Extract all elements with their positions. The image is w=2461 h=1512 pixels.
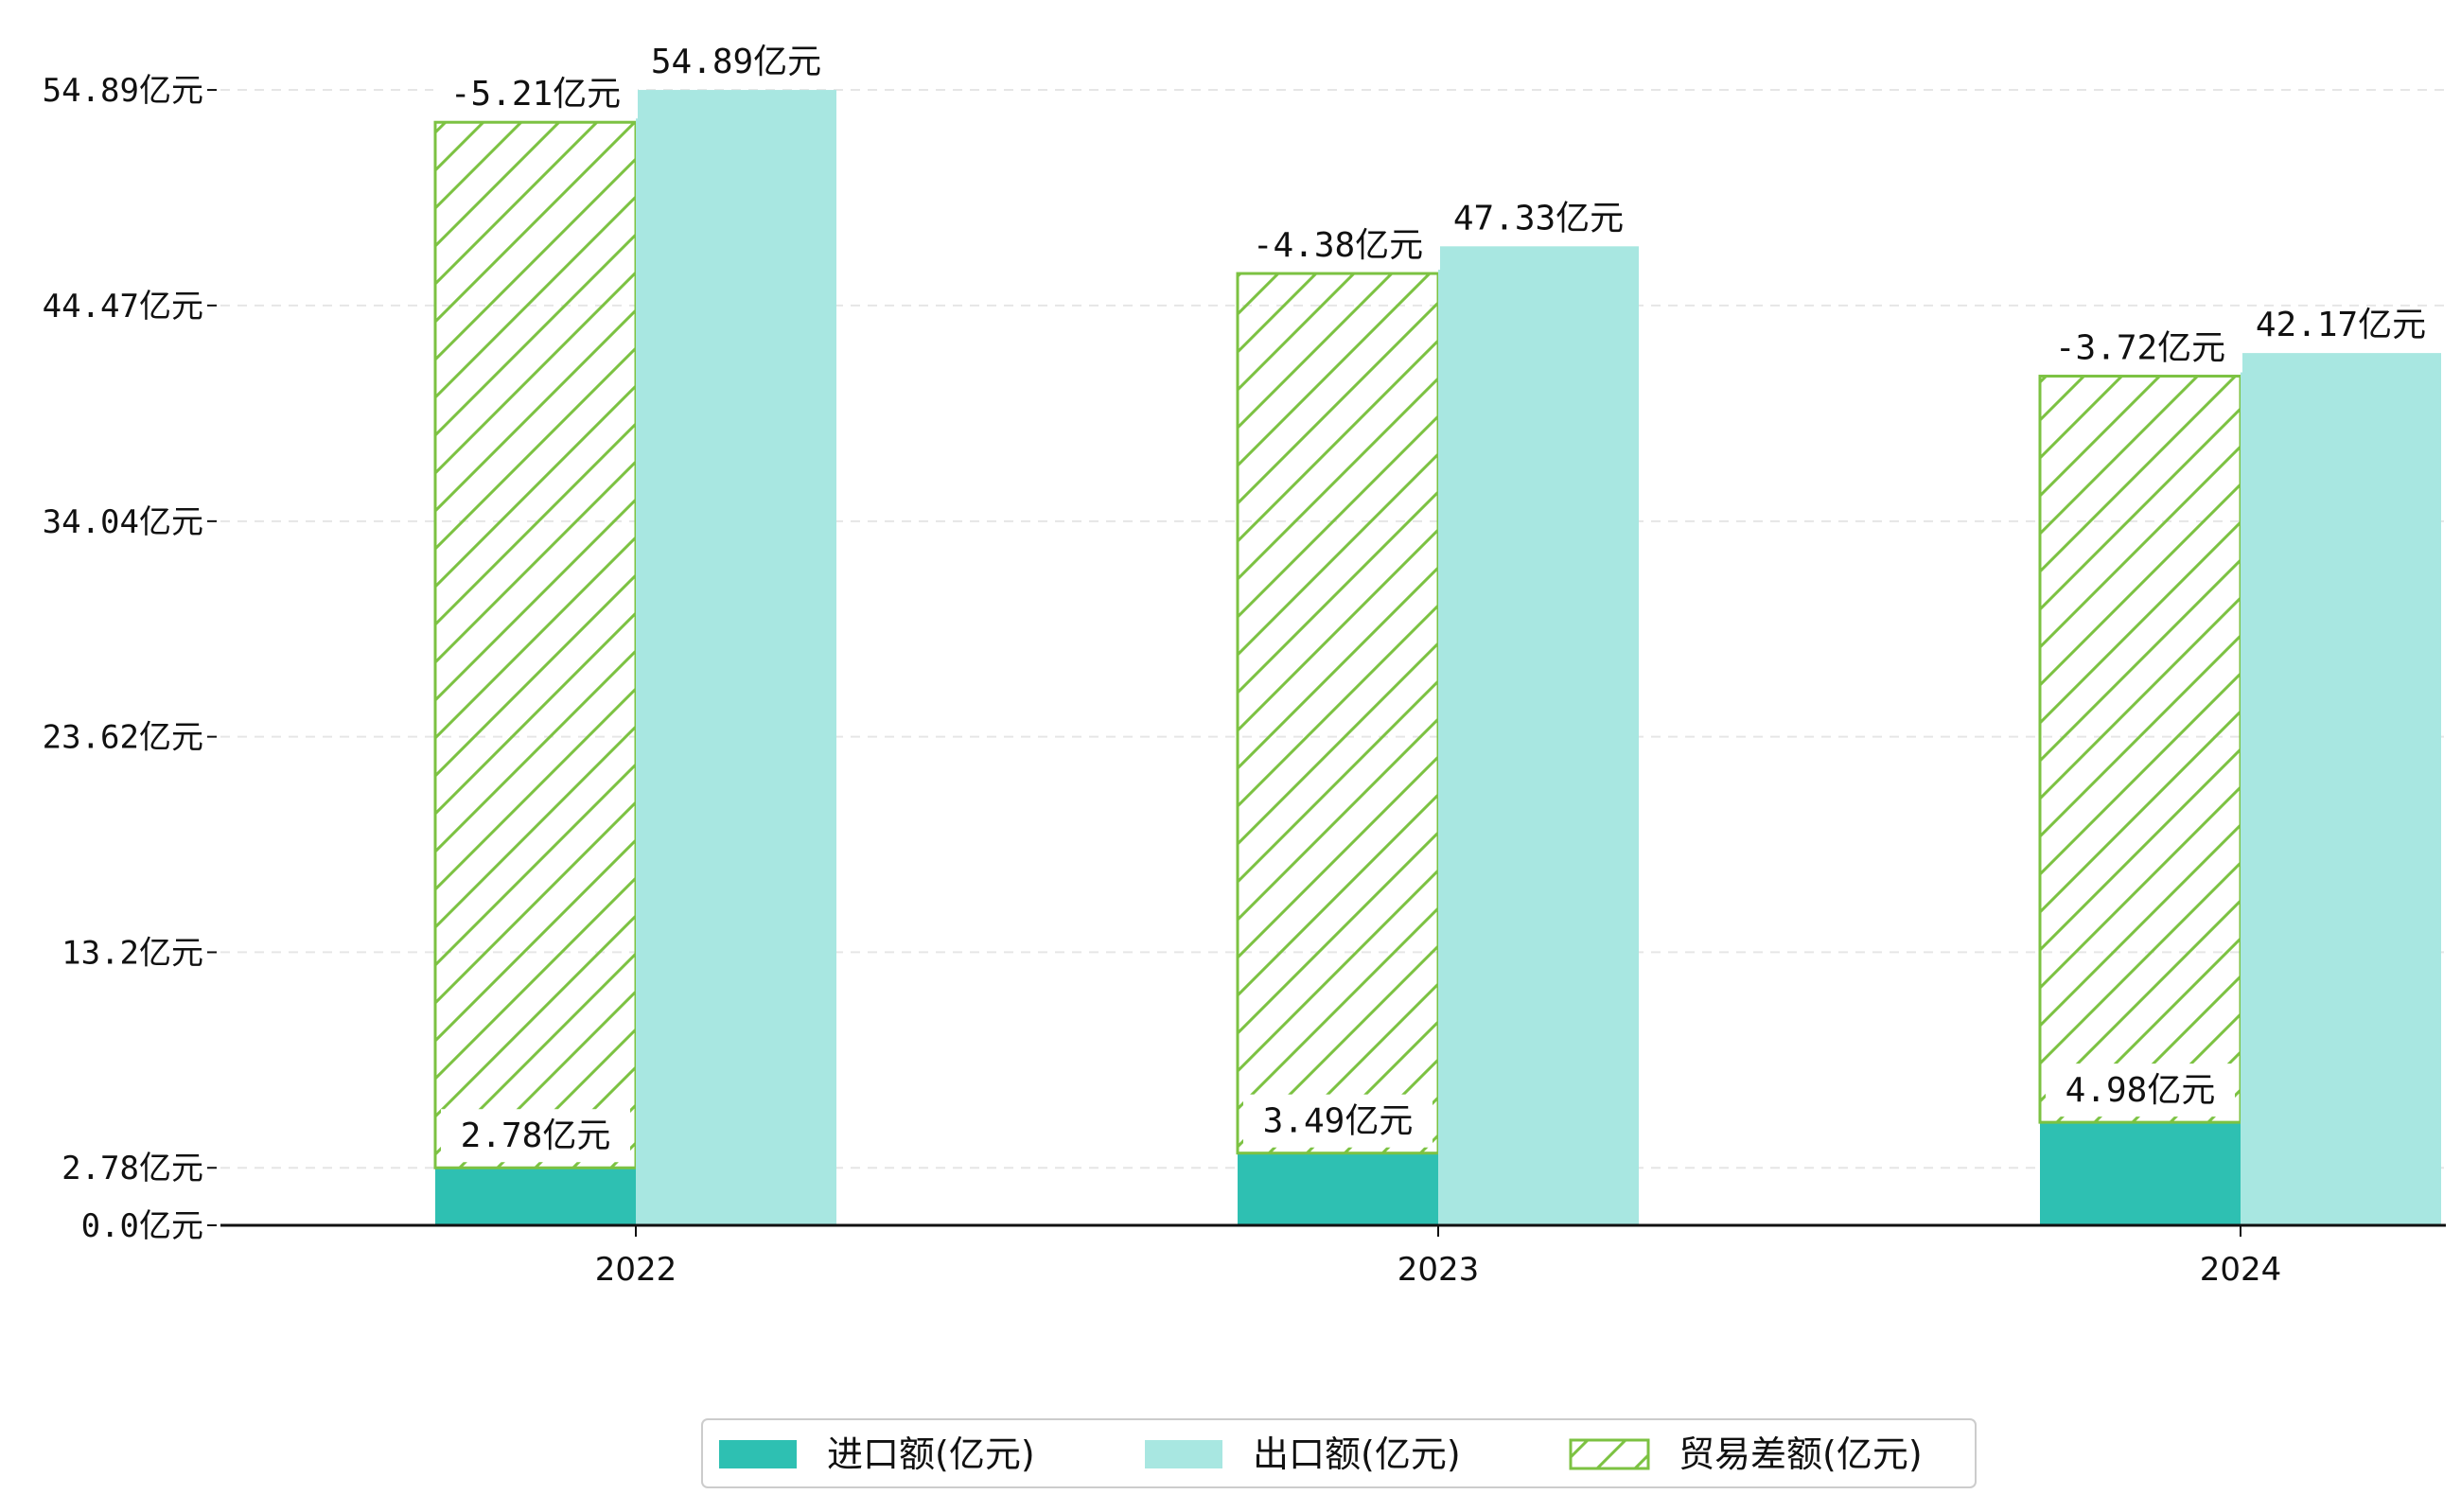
legend-label: 贸易差额(亿元) [1679, 1433, 1923, 1475]
legend: 进口额(亿元) 出口额(亿元) 贸易差额(亿元) [701, 1418, 1977, 1488]
bar-export [2241, 353, 2441, 1225]
data-label-balance: -3.72亿元 [2055, 329, 2225, 368]
legend-swatch [1569, 1438, 1650, 1470]
bar-trade-balance [1236, 272, 1440, 1155]
data-label-export: 54.89亿元 [651, 43, 821, 81]
legend-box [701, 1418, 1977, 1488]
data-label-import: 4.98亿元 [2065, 1071, 2216, 1110]
y-tick-label: 13.2亿元 [62, 934, 203, 972]
legend-swatch [1145, 1440, 1222, 1468]
y-tick-label: 2.78亿元 [62, 1150, 203, 1187]
bar-trade-balance [433, 120, 638, 1169]
bar-import [1238, 1152, 1438, 1225]
bars [433, 90, 2441, 1225]
x-tick-label: 2023 [1397, 1251, 1480, 1289]
label-bg [433, 67, 638, 119]
label-bg [1236, 219, 1440, 271]
data-label-import: 3.49亿元 [1263, 1102, 1414, 1141]
y-tick-label: 54.89亿元 [43, 72, 203, 110]
y-tick-label: 34.04亿元 [43, 503, 203, 541]
legend-label: 进口额(亿元) [827, 1433, 1035, 1475]
label-bg [441, 1109, 630, 1163]
data-labels: 2.78亿元 -5.21亿元 54.89亿元 3.49亿元 -4.38亿元 47.33亿元… [433, 43, 2426, 1163]
bar-export [636, 90, 836, 1225]
y-tick-label: 0.0亿元 [81, 1207, 203, 1245]
bar-export [1438, 246, 1639, 1225]
x-tick-label: 2022 [595, 1251, 677, 1289]
bar-import [2040, 1122, 2241, 1225]
bar-import [435, 1168, 636, 1225]
label-bg [2038, 321, 2242, 373]
y-tick-label: 23.62亿元 [43, 719, 203, 757]
data-label-export: 47.33亿元 [1453, 199, 1624, 237]
label-bg [2046, 1064, 2235, 1117]
data-label-import: 2.78亿元 [461, 1116, 611, 1155]
data-label-export: 42.17亿元 [2256, 306, 2426, 344]
legend-swatch [719, 1440, 797, 1468]
label-bg [1243, 1094, 1433, 1148]
bar-trade-balance [2038, 375, 2242, 1124]
y-tick-label: 44.47亿元 [43, 288, 203, 325]
legend-label: 出口额(亿元) [1253, 1433, 1461, 1475]
x-tick-label: 2024 [2200, 1251, 2282, 1289]
data-label-balance: -4.38亿元 [1253, 226, 1423, 265]
axes: 0.0亿元 2.78亿元 13.2亿元 23.62亿元 34.04亿元 44.47亿元 54… [43, 72, 2446, 1289]
data-label-balance: -5.21亿元 [450, 75, 621, 114]
